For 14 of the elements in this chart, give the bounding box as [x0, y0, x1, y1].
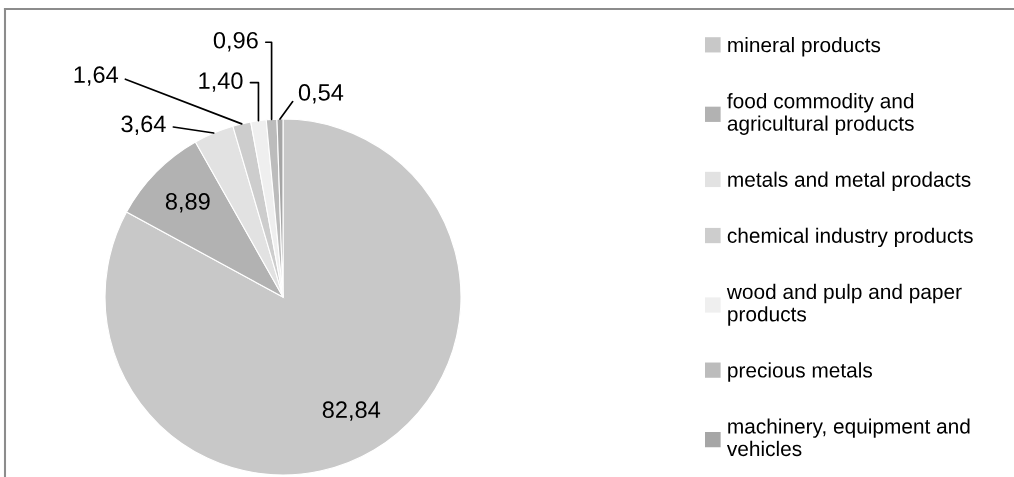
- legend-label: precious metals: [728, 362, 873, 382]
- data-label: 3,64: [121, 115, 166, 136]
- legend-label: metals and metal prodacts: [728, 171, 971, 192]
- legend-label: wood and pulp and paper products: [726, 283, 962, 326]
- data-label: 1,64: [74, 66, 119, 86]
- legend-label: machinery, equipment and vehicles: [726, 418, 970, 457]
- data-label: 8,89: [165, 193, 210, 213]
- legend-label: food commodity and agricultural products: [727, 93, 914, 135]
- legend-label: chemical industry products: [727, 227, 973, 248]
- data-label: 0,96: [213, 31, 258, 52]
- data-label: 0,54: [298, 84, 344, 104]
- data-label: 82,84: [322, 401, 381, 421]
- data-label: 1,40: [199, 72, 243, 92]
- legend-label: mineral products: [728, 37, 881, 57]
